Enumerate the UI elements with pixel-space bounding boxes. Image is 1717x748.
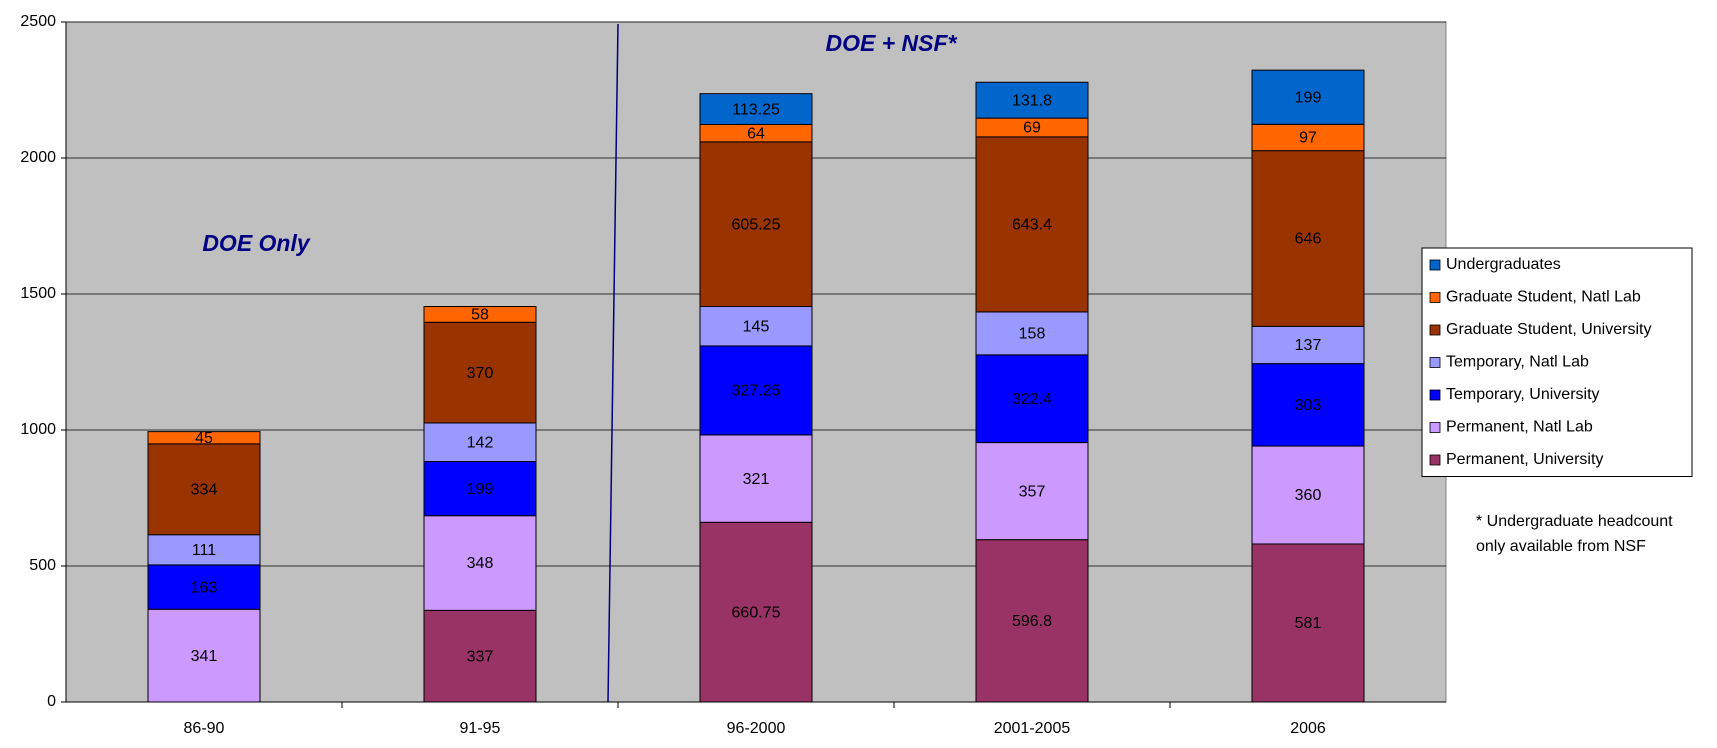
bar-segment [699,141,813,308]
legend-label: Permanent, University [1446,451,1603,468]
bar-segment [147,564,261,610]
bar-segment [1251,325,1365,365]
data-label: 142 [467,434,494,451]
x-tick-label: 2001-2005 [994,720,1071,737]
legend-swatch [1429,259,1441,271]
bar-segment [1251,543,1365,703]
divider [607,23,619,703]
legend-swatch [1429,422,1441,433]
y-tick-label: 0 [47,693,56,710]
legend-label: Permanent, Natl Lab [1446,419,1593,436]
bar-segment [975,81,1089,119]
x-tick-label: 86-90 [184,720,225,737]
data-label: 163 [191,579,218,596]
data-label: 334 [191,482,218,499]
data-label: 321 [743,471,770,488]
data-label: 64 [747,125,765,142]
legend-swatch [1429,389,1441,401]
data-label: 58 [471,307,489,324]
bar-segment [147,608,261,703]
bar-segment [423,306,537,323]
bar-segment [699,521,813,703]
x-tick-label: 96-2000 [727,720,786,737]
data-label: 643.4 [1012,217,1052,234]
legend-label: Temporary, Natl Lab [1446,354,1589,371]
legend-label: Temporary, University [1446,386,1600,403]
legend-label: Graduate Student, Natl Lab [1446,289,1641,306]
bar-segment [1251,445,1365,545]
data-label: 646 [1295,231,1322,248]
legend-swatch [1429,292,1441,303]
bars: 341 163 111 334 45 337 348 199 142 370 58 660.75 321… [147,69,1365,703]
bar-segment [699,345,813,436]
bar-segment [699,93,813,125]
legend-swatch [1429,454,1441,466]
bar-segment [147,443,261,536]
legend-swatch [1429,357,1441,368]
x-tick-label: 91-95 [460,720,501,737]
y-tick-label: 1500 [20,285,56,302]
bar-segment [1251,69,1365,125]
x-tick-label: 2006 [1290,720,1326,737]
bar-segment [423,321,537,424]
bar-segment [423,461,537,517]
data-label: 199 [467,481,494,498]
legend: Undergraduates Graduate Student, Natl Lab… [1421,247,1693,477]
legend-box [1421,247,1693,477]
data-label: 357 [1019,483,1046,500]
data-label: 69 [1023,120,1041,137]
bar-segment [423,515,537,611]
bar-segment [1251,363,1365,447]
legend-label: Undergraduates [1446,256,1561,273]
data-label: 581 [1295,615,1322,632]
footnote: only available from NSF [1476,538,1646,555]
bar-segment [423,422,537,463]
data-label: 145 [743,318,770,335]
y-tick-label: 500 [29,557,56,574]
data-label: 596.8 [1012,613,1052,630]
bar-segment [1251,123,1365,152]
bar-segment [975,136,1089,313]
bar-segment [1251,150,1365,327]
data-label: 137 [1295,337,1322,354]
y-tick-label: 1000 [20,421,56,438]
data-label: 322.4 [1012,391,1052,408]
bar-segment [975,311,1089,356]
data-label: 131.8 [1012,92,1052,109]
data-label: 327.25 [732,383,781,400]
data-label: 158 [1019,326,1046,343]
bar-segment [147,431,261,445]
footnote: * Undergraduate headcount [1476,513,1673,530]
data-label: 348 [467,555,494,572]
bar-segment [975,354,1089,444]
data-label: 303 [1295,397,1322,414]
y-tick-label: 2500 [20,13,56,30]
data-label: 113.25 [732,101,780,118]
bar-segment [699,434,813,523]
bar-segment [147,534,261,566]
data-label: 199 [1295,89,1322,106]
bar-segment [423,609,537,703]
legend-swatch [1429,324,1441,336]
data-label: 111 [192,542,216,559]
legend-label: Graduate Student, University [1446,321,1651,338]
data-label: 660.75 [732,604,781,621]
data-label: 337 [467,648,494,665]
data-label: 97 [1299,130,1317,147]
annotation: DOE + NSF* [825,30,957,56]
data-label: 370 [467,365,494,382]
data-label: 605.25 [732,216,781,233]
data-label: 45 [195,430,213,447]
annotation: DOE Only [202,230,311,256]
y-tick-label: 2000 [20,149,56,166]
data-label: 341 [191,648,218,665]
data-label: 360 [1295,487,1322,504]
